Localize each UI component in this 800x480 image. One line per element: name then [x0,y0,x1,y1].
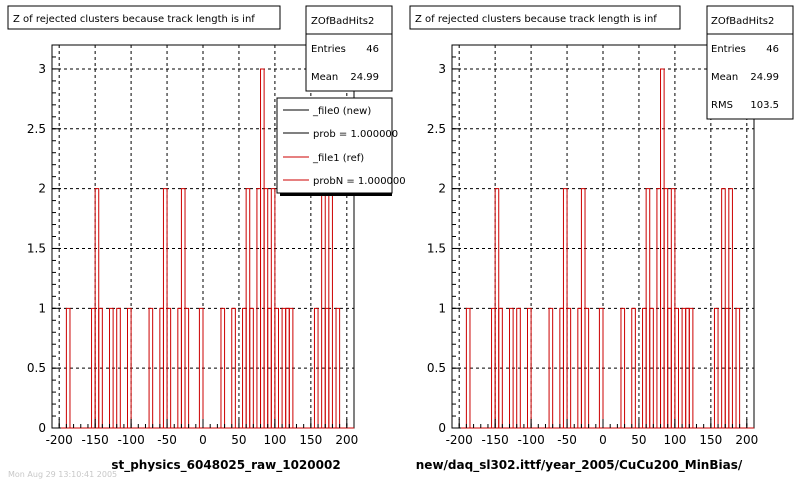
right-histogram-bin [713,307,719,428]
right-title: Z of rejected clusters because track len… [415,14,657,25]
left-panel: Z of rejected clusters because track len… [7,5,406,479]
left-histogram-bin [166,307,172,428]
right-x-tick-label: -150 [482,433,509,447]
right-histogram-bin [688,307,694,428]
right-stats-rms-label: RMS [711,100,733,111]
right-y-tick-label: 1 [438,301,446,315]
right-panel: Z of rejected clusters because track len… [409,5,794,473]
legend-entry-1: prob = 1.000000 [313,129,398,140]
right-stats-rms-value: 103.5 [750,100,779,111]
left-legend: _file0 (new) prob = 1.000000 _file1 (ref… [276,97,406,196]
right-histogram-bin [649,307,654,428]
right-x-label: new/daq_sl302.ittf/year_2005/CuCu200_Min… [416,458,743,473]
left-histogram-bin [148,307,154,428]
left-histogram-bin [249,307,254,428]
left-title-box [7,5,281,30]
right-histogram-bin [584,307,590,428]
left-x-tick-label: -200 [46,433,73,447]
left-histogram-bin [274,307,279,428]
left-stats-name: ZOfBadHits2 [311,16,374,27]
left-x-tick-label: 50 [231,433,246,447]
left-y-tick-label: 2.5 [27,122,46,136]
right-stats-mean-value: 24.99 [750,72,779,83]
left-y-tick-label: 1 [38,301,46,315]
legend-entry-0: _file0 (new) [312,106,371,117]
right-x-tick-label: 200 [735,433,758,447]
left-histogram-bin [65,307,71,428]
right-histogram-bin [735,307,741,428]
right-histogram-bin [631,307,636,428]
left-x-label: st_physics_6048025_raw_1020002 [111,458,340,473]
right-x-axis: -200 -150 -100 -50 0 50 100 150 200 [446,419,758,447]
left-y-tick-label: 0 [38,421,46,435]
left-y-tick-label: 0.5 [27,361,46,375]
left-x-tick-label: 200 [335,433,358,447]
left-stats-entries-label: Entries [311,44,346,55]
right-histogram-bin [498,307,503,428]
right-histogram-bin [728,188,733,428]
right-histogram-bin [620,307,626,428]
left-y-tick-label: 1.5 [27,241,46,255]
right-y-axis: 0 0.5 1 1.5 2 2.5 3 [427,44,461,435]
right-histogram-bin [516,307,521,428]
right-x-tick-label: 0 [599,433,607,447]
left-x-tick-label: 150 [299,433,322,447]
left-histogram-bin [198,307,204,428]
right-histogram-bin [674,307,679,428]
left-x-tick-label: 0 [199,433,207,447]
right-stats-entries-value: 46 [766,44,779,55]
left-y-tick-label: 2 [38,182,46,196]
right-x-tick-label: 150 [699,433,722,447]
left-stats-mean-label: Mean [311,72,338,83]
left-x-tick-label: -150 [82,433,109,447]
right-y-tick-label: 1.5 [427,241,446,255]
left-histogram-bin [184,307,190,428]
right-histogram-bin [465,307,471,428]
right-x-tick-label: -200 [446,433,473,447]
left-x-tick-label: 100 [263,433,286,447]
right-y-tick-label: 0 [438,421,446,435]
left-x-axis: -200 -150 -100 -50 0 50 100 150 200 [46,419,358,447]
left-histogram-bin [313,307,319,428]
left-stats-box: ZOfBadHits2 Entries 46 Mean 24.99 [305,5,393,92]
left-title: Z of rejected clusters because track len… [13,14,255,25]
right-stats-name: ZOfBadHits2 [711,16,774,27]
right-x-tick-label: 50 [631,433,646,447]
right-y-tick-label: 0.5 [427,361,446,375]
left-histogram-bin [116,307,121,428]
footer-timestamp: Mon Aug 29 13:10:41 2005 [8,470,117,479]
right-stats-entries-label: Entries [711,44,746,55]
right-histogram-bin [598,307,604,428]
left-histogram-bin [335,307,341,428]
left-histogram-bin [98,307,103,428]
right-y-tick-label: 2.5 [427,122,446,136]
left-y-tick-label: 3 [38,62,46,76]
right-x-tick-label: 100 [663,433,686,447]
left-x-tick-label: -50 [157,433,177,447]
right-histogram-bin [527,307,532,428]
right-x-tick-label: -50 [557,433,577,447]
right-histogram-bin [509,307,514,428]
left-x-tick-label: -100 [117,433,144,447]
legend-entry-2: _file1 (ref) [312,153,364,164]
legend-entry-3: probN = 1.000000 [313,176,406,187]
left-stats-entries-value: 46 [366,44,379,55]
left-y-axis: 0 0.5 1 1.5 2 2.5 3 [27,44,61,435]
left-stats-mean-value: 24.99 [350,72,379,83]
right-histogram-bin [566,307,572,428]
right-title-box [409,5,681,30]
left-histogram-bin [231,307,236,428]
right-y-tick-label: 2 [438,182,446,196]
right-histogram-bin [548,307,554,428]
left-histogram-bin [220,307,226,428]
left-histogram-bin [288,307,294,428]
right-stats-box: ZOfBadHits2 Entries 46 Mean 24.99 RMS 10… [706,5,794,120]
left-histogram-bin [127,307,132,428]
left-histogram-bin [109,307,114,428]
right-stats-mean-label: Mean [711,72,738,83]
right-y-tick-label: 3 [438,62,446,76]
right-x-tick-label: -100 [517,433,544,447]
